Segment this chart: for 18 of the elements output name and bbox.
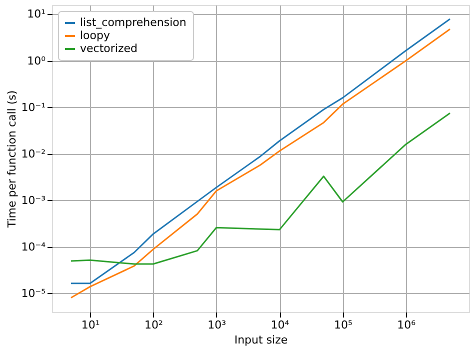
y-tick-label: 10⁻²	[21, 147, 46, 160]
x-tick-label: 10³	[208, 318, 226, 332]
y-tick-label: 10¹	[27, 8, 46, 21]
y-tick-label: 10⁻³	[21, 194, 46, 207]
x-tick-label: 10⁵	[334, 318, 352, 332]
y-tick-label: 10⁻⁵	[21, 286, 46, 300]
x-tick-label: 10⁴	[270, 318, 290, 332]
y-axis-title: Time per function call (s)	[5, 90, 18, 229]
x-axis-title: Input size	[234, 334, 288, 346]
legend-label: vectorized	[80, 42, 138, 55]
legend-label: loopy	[80, 29, 110, 42]
x-tick-label: 10⁶	[397, 318, 416, 332]
legend-label: list_comprehension	[80, 16, 186, 29]
x-tick-label: 10²	[144, 318, 163, 332]
x-tick-label: 10¹	[81, 318, 100, 332]
y-tick-label: 10⁰	[27, 54, 46, 68]
y-tick-label: 10⁻¹	[21, 100, 46, 114]
y-tick-label: 10⁻⁴	[21, 240, 46, 254]
